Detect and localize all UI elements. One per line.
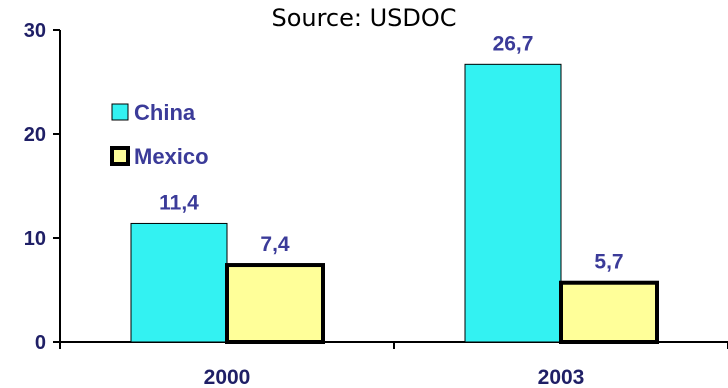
- data-label-china-2000: 11,4: [159, 191, 199, 214]
- bar-china-2003: [464, 63, 562, 343]
- data-label-china-2003: 26,7: [493, 32, 534, 55]
- legend-label-china: China: [134, 100, 196, 125]
- bar-mexico-2003: [559, 280, 659, 344]
- bar-mexico-2000: [225, 263, 325, 345]
- legend-label-mexico: Mexico: [134, 144, 209, 169]
- x-tick-label-2000: 2000: [204, 366, 251, 388]
- data-label-mexico-2000: 7,4: [260, 233, 290, 256]
- legend-swatch-mexico: [110, 146, 130, 166]
- y-tick-label: 10: [24, 228, 46, 250]
- legend-swatch-china: [111, 103, 129, 121]
- bar-china-2000: [130, 222, 228, 343]
- y-tick-label: 30: [24, 20, 46, 42]
- y-tick-label: 0: [35, 332, 46, 354]
- chart-subtitle: Source: USDOC: [271, 4, 457, 32]
- y-tick-label: 20: [24, 124, 46, 146]
- x-tick-label-2003: 2003: [538, 366, 585, 388]
- data-label-mexico-2003: 5,7: [594, 251, 623, 274]
